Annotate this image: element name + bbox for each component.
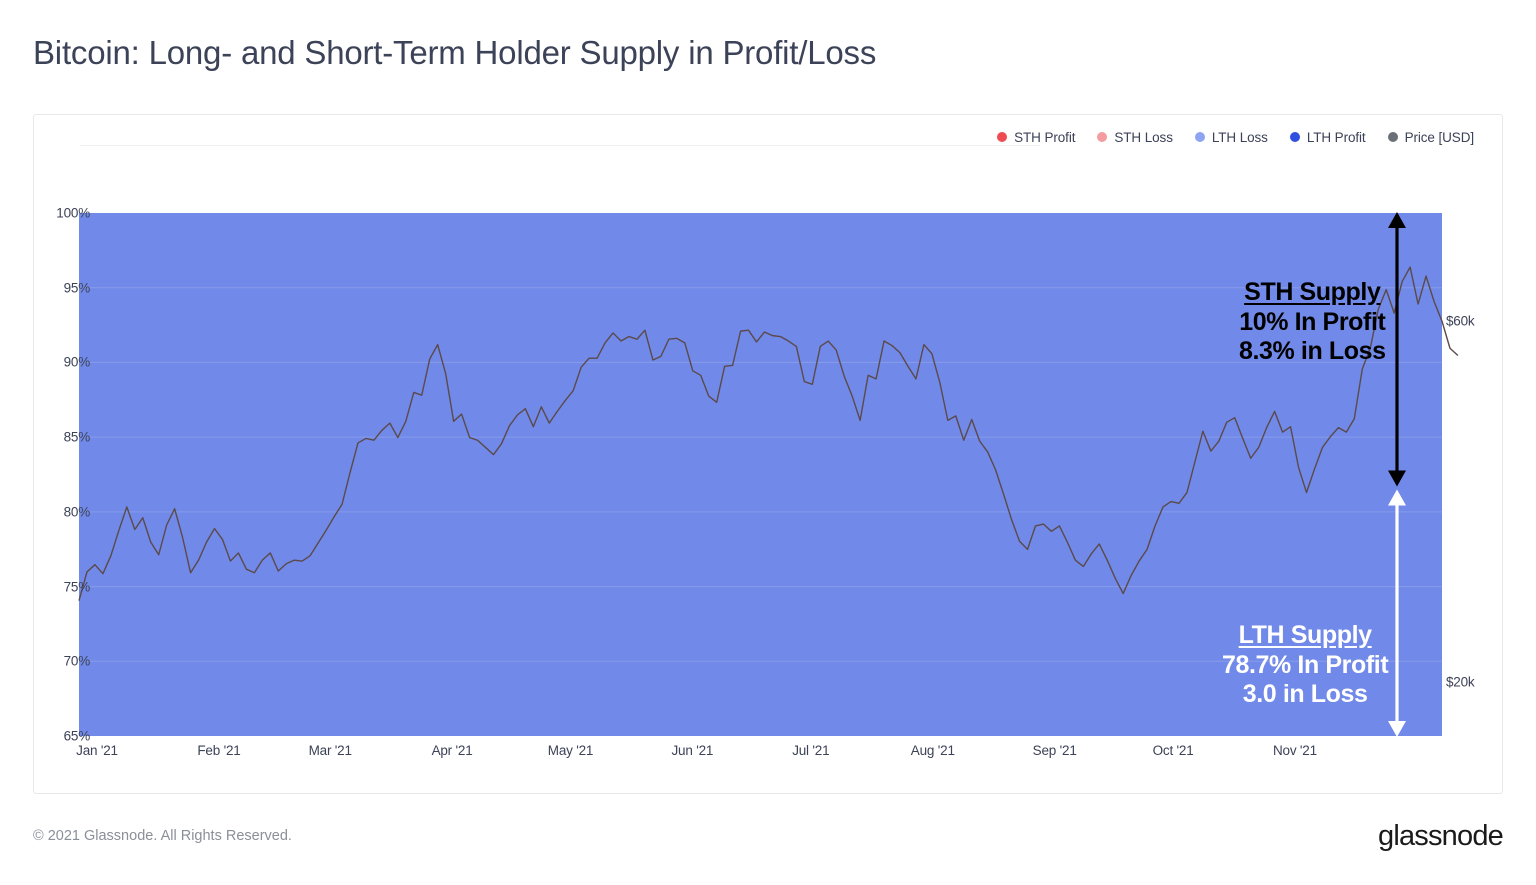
price-line bbox=[78, 266, 1459, 601]
chart-card: STH Profit STH Loss LTH Loss LTH Profit … bbox=[33, 114, 1503, 794]
plot-area: glassnode 100%95%90%85%80%75%70%65% $20k… bbox=[34, 115, 1504, 795]
legend-dot-icon bbox=[1387, 132, 1398, 142]
glassnode-logo: glassnode bbox=[1377, 820, 1504, 852]
legend-label: STH Loss bbox=[1114, 129, 1173, 145]
legend-label: STH Profit bbox=[1014, 129, 1076, 145]
x-axis-tick-label: Oct '21 bbox=[1152, 743, 1194, 758]
x-axis-tick-label: Jul '21 bbox=[792, 743, 830, 758]
x-axis-tick-label: Sep '21 bbox=[1032, 743, 1077, 758]
x-axis-tick-label: Jun '21 bbox=[671, 743, 714, 758]
y-axis-tick-label: 95% bbox=[63, 280, 91, 296]
y-axis-tick-label: 75% bbox=[63, 579, 91, 595]
y-axis-tick-label: 70% bbox=[63, 653, 91, 669]
lth-range-arrow bbox=[1388, 489, 1406, 737]
y2-axis-tick-label: $20k bbox=[1446, 674, 1475, 690]
legend-divider bbox=[80, 145, 1040, 146]
stacked-area-chart bbox=[78, 212, 1459, 737]
legend-dot-icon bbox=[1097, 132, 1108, 142]
legend-dot-icon bbox=[1289, 132, 1300, 142]
chart-legend: STH Profit STH Loss LTH Loss LTH Profit … bbox=[997, 125, 1474, 149]
legend-item-lth-profit[interactable]: LTH Profit bbox=[1289, 129, 1366, 145]
x-axis-tick-label: Jan '21 bbox=[76, 743, 118, 758]
legend-dot-icon bbox=[997, 132, 1008, 142]
legend-item-sth-profit[interactable]: STH Profit bbox=[997, 130, 1075, 145]
x-axis-tick-label: May '21 bbox=[547, 743, 594, 758]
y-axis-tick-label: 90% bbox=[63, 354, 91, 370]
x-axis-tick-label: Aug '21 bbox=[910, 743, 955, 758]
x-axis-tick-label: Nov '21 bbox=[1272, 743, 1317, 758]
legend-label: LTH Loss bbox=[1211, 129, 1268, 145]
area-lth-profit bbox=[79, 213, 1442, 736]
legend-item-lth-loss[interactable]: LTH Loss bbox=[1194, 129, 1268, 145]
legend-label: Price [USD] bbox=[1404, 129, 1475, 145]
y-axis-tick-label: 85% bbox=[63, 429, 91, 445]
x-axis-tick-label: Mar '21 bbox=[308, 743, 352, 758]
x-axis-tick-label: Apr '21 bbox=[431, 743, 473, 758]
y-axis-tick-label: 100% bbox=[56, 205, 90, 221]
legend-item-sth-loss[interactable]: STH Loss bbox=[1097, 129, 1173, 145]
y-axis-tick-label: 65% bbox=[63, 728, 91, 744]
legend-item-price[interactable]: Price [USD] bbox=[1387, 129, 1475, 145]
copyright-text: © 2021 Glassnode. All Rights Reserved. bbox=[33, 828, 292, 844]
y2-axis-tick-label: $60k bbox=[1446, 313, 1475, 329]
x-axis-tick-label: Feb '21 bbox=[197, 743, 241, 758]
y-axis-tick-label: 80% bbox=[63, 504, 91, 520]
legend-dot-icon bbox=[1194, 132, 1205, 142]
page-title: Bitcoin: Long- and Short-Term Holder Sup… bbox=[33, 34, 877, 71]
legend-label: LTH Profit bbox=[1306, 129, 1366, 145]
sth-range-arrow bbox=[1388, 212, 1406, 487]
